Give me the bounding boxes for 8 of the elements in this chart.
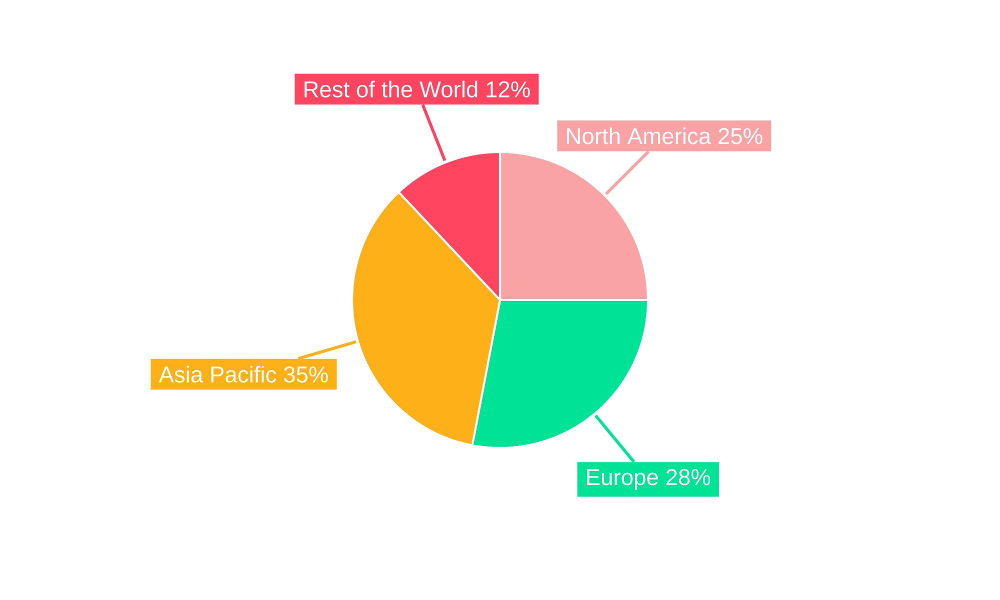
- data-label: 28%: [666, 469, 710, 486]
- data-label: 35%: [284, 366, 328, 383]
- data-label: 12%: [486, 81, 530, 98]
- slice-label: Rest of the World: [304, 80, 478, 98]
- slice-label: North America: [567, 127, 712, 144]
- slice-label: Europe: [587, 469, 658, 490]
- slice-label: Asia Pacific: [158, 366, 276, 383]
- data-label: 25%: [718, 128, 762, 144]
